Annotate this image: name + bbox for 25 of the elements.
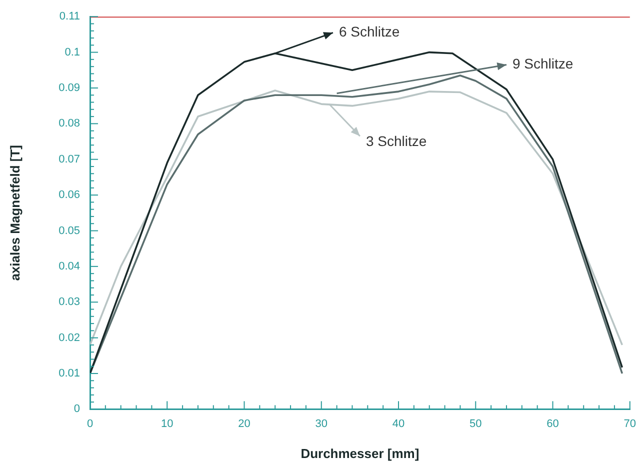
- x-tick-label: 20: [238, 418, 250, 430]
- y-tick-label: 0.01: [58, 368, 80, 380]
- x-tick-label: 70: [624, 418, 636, 430]
- legend-label: 3 Schlitze: [366, 133, 427, 150]
- x-axis-title: Durchmesser [mm]: [300, 446, 420, 461]
- x-tick-label: 0: [86, 418, 94, 430]
- y-tick-label: 0.07: [58, 153, 80, 166]
- x-tick-label: 60: [546, 418, 559, 430]
- y-tick-label: 0.02: [58, 332, 80, 344]
- x-tick-label: 30: [315, 418, 328, 430]
- legend-label: 6 Schlitze: [338, 24, 400, 40]
- y-tick-label: 0.03: [58, 296, 80, 308]
- y-tick-label: 0.05: [58, 224, 80, 237]
- legend-label: 9 Schlitze: [512, 56, 574, 72]
- y-tick-label: 0.06: [58, 189, 80, 202]
- y-tick-label: 0.04: [58, 260, 80, 272]
- y-tick-label: 0: [74, 403, 80, 416]
- y-axis-title: axiales Magnetfeld [T]: [7, 144, 22, 281]
- x-tick-label: 40: [392, 418, 405, 430]
- y-tick-label: 0.08: [58, 118, 80, 130]
- y-tick-label: 0.09: [58, 82, 80, 94]
- x-tick-label: 10: [161, 418, 174, 430]
- y-tick-label: 0.11: [59, 10, 80, 23]
- x-tick-label: 50: [470, 418, 482, 430]
- y-tick-label: 0.1: [64, 46, 80, 58]
